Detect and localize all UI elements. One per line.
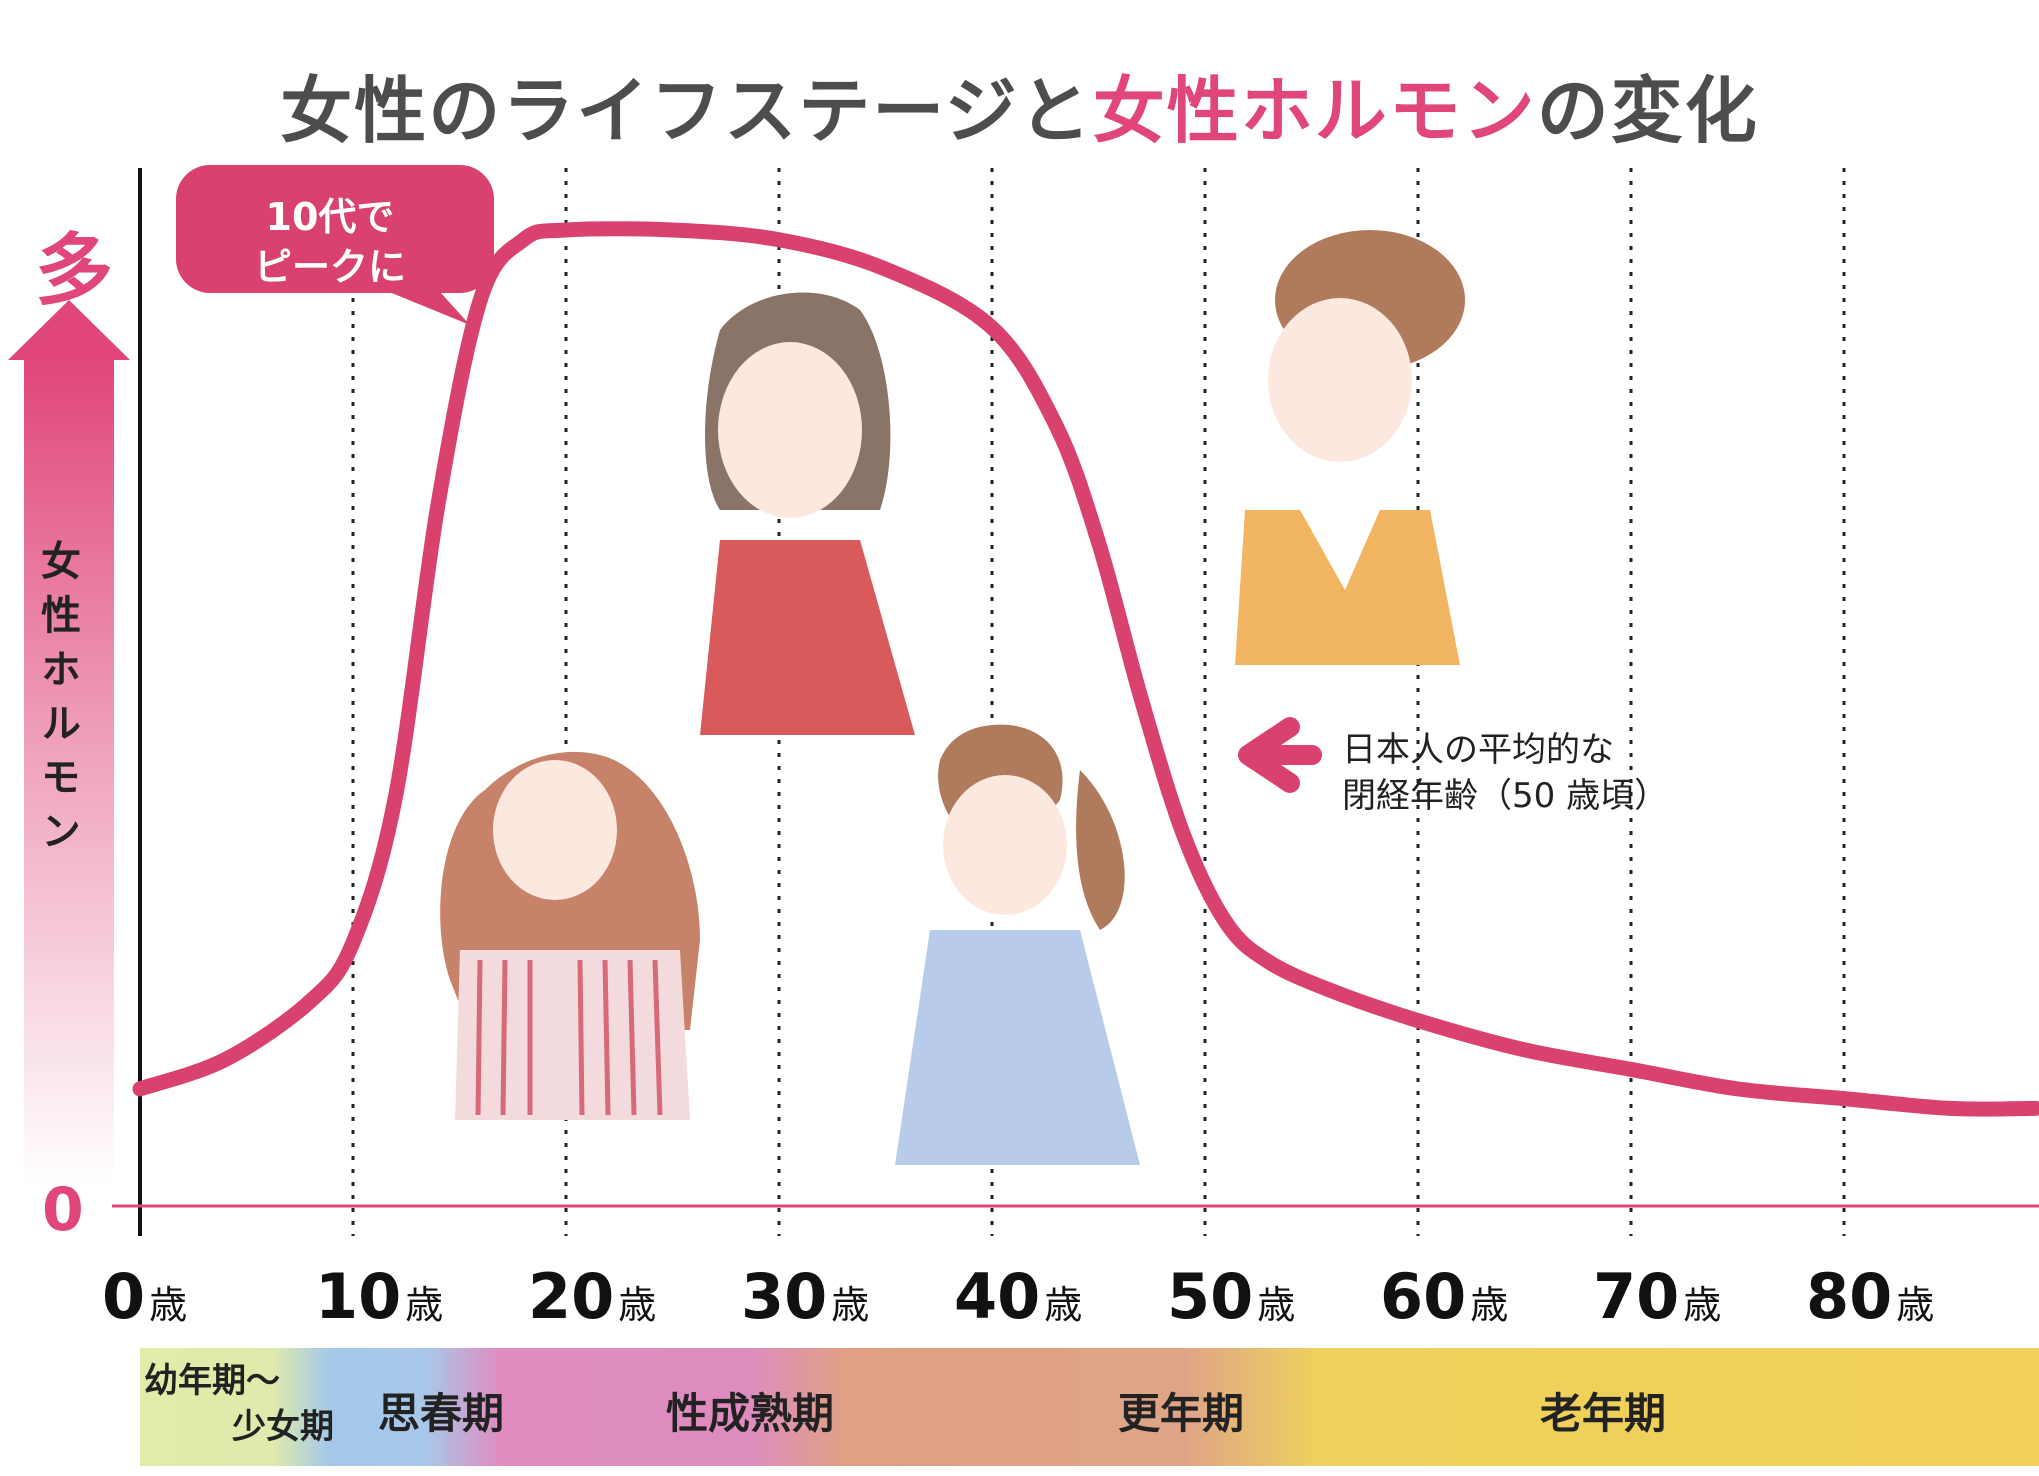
x-tick-30: 30 歳: [741, 1260, 869, 1333]
peak-callout-bubble: [176, 165, 494, 325]
menopause-arrow-icon: [1238, 717, 1322, 793]
x-tick-70: 70 歳: [1593, 1260, 1721, 1333]
menopause-note: 日本人の平均的な 閉経年齢（50 歳頃）: [1342, 727, 1668, 819]
x-tick-10: 10 歳: [315, 1260, 443, 1333]
callout-line1: 10代で: [265, 195, 395, 239]
stage-childhood-line2: 少女期: [232, 1407, 334, 1447]
life-stage-bar: 幼年期〜 少女期 思春期 性成熟期 更年期 老年期: [140, 1348, 2039, 1466]
x-tick-labels: 0 歳 10 歳 20 歳 30 歳 40 歳 50 歳 60 歳 70 歳 80 歳: [102, 1260, 1934, 1333]
hormone-curve: [132, 221, 2039, 1117]
stage-childhood-line1: 幼年期〜: [144, 1361, 280, 1401]
y-axis-arrow: [8, 300, 130, 1185]
x-tick-20: 20 歳: [528, 1260, 656, 1333]
stage-childhood: 幼年期〜 少女期: [144, 1358, 334, 1450]
x-tick-60: 60 歳: [1380, 1260, 1508, 1333]
x-tick-40: 40 歳: [954, 1260, 1082, 1333]
stage-menopause: 更年期: [1118, 1389, 1245, 1438]
title-part2: 女性ホルモン: [1092, 69, 1537, 153]
menopause-note-line2: 閉経年齢（50 歳頃）: [1342, 776, 1669, 816]
title-part3: の変化: [1536, 69, 1759, 153]
older-woman-illustration: [1235, 230, 1465, 665]
x-tick-50: 50 歳: [1167, 1260, 1295, 1333]
callout-line2: ピークに: [253, 245, 406, 289]
x-tick-80: 80 歳: [1806, 1260, 1934, 1333]
adult-woman-illustration: [700, 292, 915, 735]
y-axis-top-label: 多: [35, 226, 114, 316]
y-axis-zero-label: 0: [42, 1175, 84, 1245]
middle-aged-woman-illustration: [895, 724, 1140, 1165]
chart-title: 女性のライフステージと女性ホルモンの変化: [0, 52, 2039, 157]
peak-callout-text: 10代で ピークに: [200, 192, 460, 292]
stage-senescence: 老年期: [1540, 1389, 1667, 1438]
menopause-note-line1: 日本人の平均的な: [1342, 730, 1614, 770]
y-axis-label: 女性ホルモン: [34, 540, 80, 864]
teen-girl-illustration: [440, 751, 700, 1120]
stage-puberty: 思春期: [378, 1389, 505, 1438]
title-part1: 女性のライフステージと: [280, 69, 1093, 153]
stage-maturity: 性成熟期: [666, 1389, 835, 1438]
